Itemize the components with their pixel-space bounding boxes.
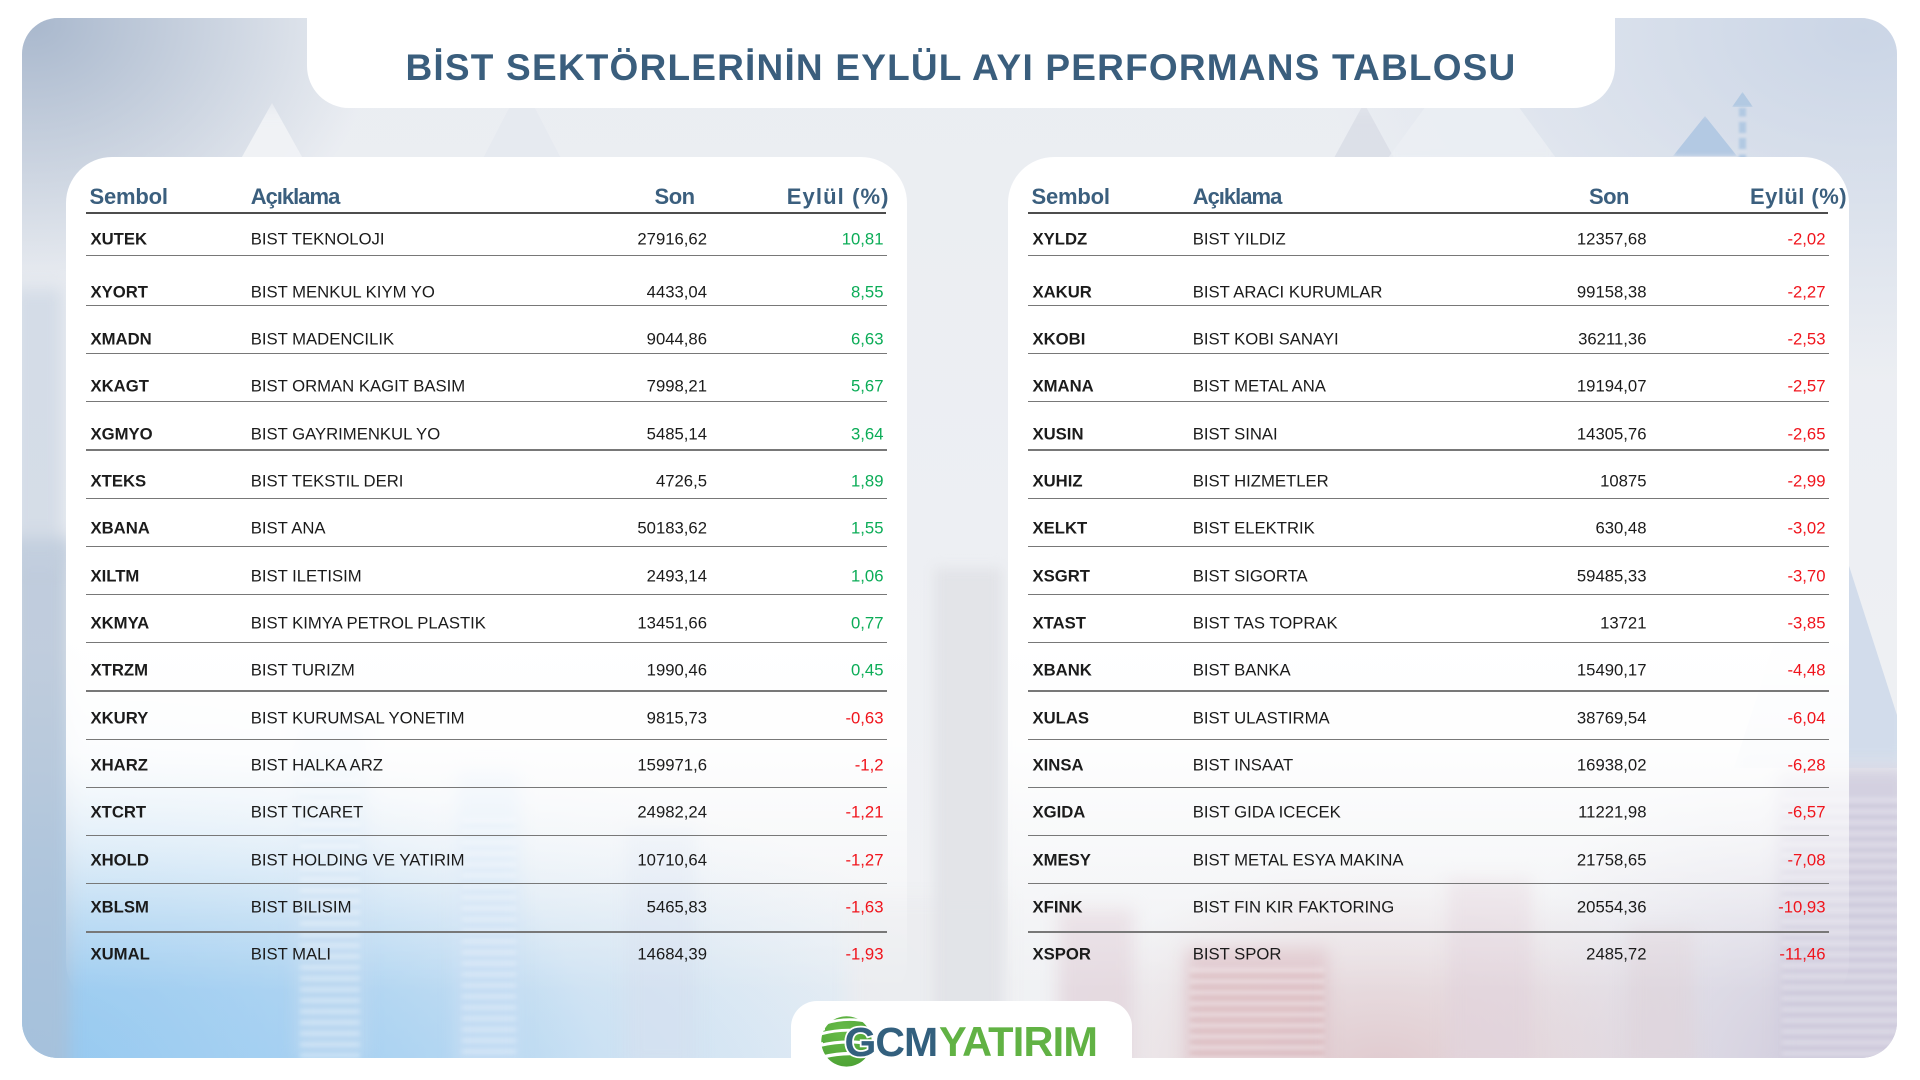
svg-text:GCM: GCM — [845, 1019, 938, 1065]
svg-text:YATIRIM: YATIRIM — [939, 1018, 1097, 1065]
